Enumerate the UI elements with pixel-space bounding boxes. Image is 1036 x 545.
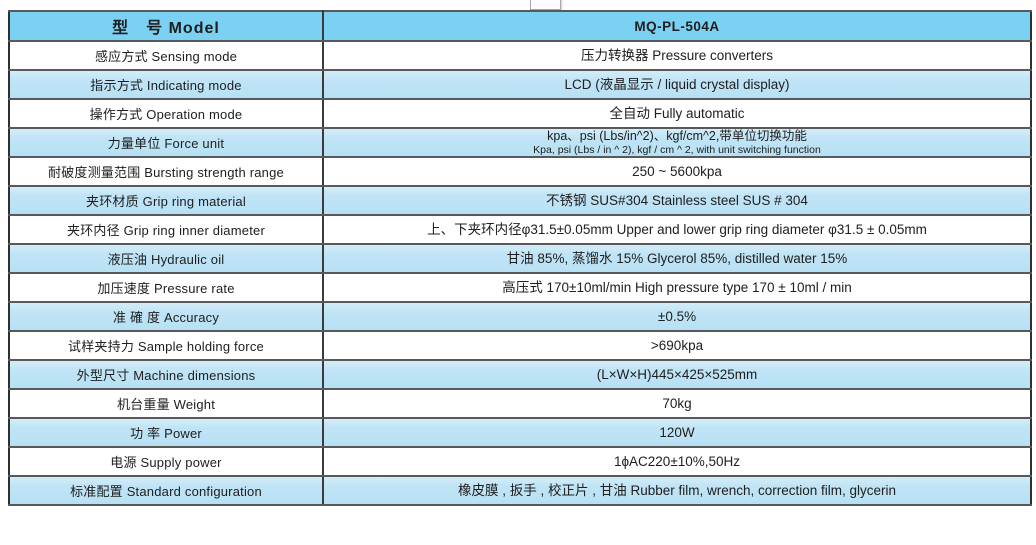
row-label: 感应方式 Sensing mode [9, 40, 324, 71]
row-value: >690kpa [323, 330, 1031, 362]
row-value-line1: kpa、psi (Lbs/in^2)、kgf/cm^2,带单位切换功能 [547, 129, 807, 143]
row-label: 机台重量 Weight [9, 388, 324, 420]
row-value-text: >690kpa [650, 337, 704, 353]
spec-row: 标准配置 Standard configuration 橡皮膜 , 扳手 , 校正… [9, 475, 1031, 507]
row-label: 液压油 Hydraulic oil [9, 243, 324, 275]
row-value-text: 不锈钢 SUS#304 Stainless steel SUS # 304 [546, 192, 808, 208]
spec-row: 机台重量 Weight 70kg [9, 388, 1031, 420]
row-value: 压力转换器 Pressure converters [323, 40, 1031, 71]
spec-row: 液压油 Hydraulic oil 甘油 85%, 蒸馏水 15% Glycero… [9, 243, 1031, 275]
spec-row: 加压速度 Pressure rate 高压式 170±10ml/min High … [9, 272, 1031, 304]
row-label: 电源 Supply power [9, 446, 324, 478]
row-value-text: LCD (液晶显示 / liquid crystal display) [564, 76, 790, 92]
row-value-text: ±0.5% [657, 308, 697, 324]
row-value: 上、下夹环内径φ31.5±0.05mm Upper and lower grip… [323, 214, 1031, 246]
row-label: 夹环材质 Grip ring material [9, 185, 324, 217]
model-number: MQ-PL-504A [323, 10, 1031, 42]
spec-row: 力量单位 Force unit kpa、psi (Lbs/in^2)、kgf/cm… [9, 126, 1031, 159]
row-label: 操作方式 Operation mode [9, 98, 324, 129]
model-header-label: 型 号 Model [9, 10, 324, 42]
spec-row: 操作方式 Operation mode 全自动 Fully automatic [9, 98, 1031, 129]
row-label: 标准配置 Standard configuration [9, 475, 324, 507]
row-value-text: 甘油 85%, 蒸馏水 15% Glycerol 85%, distilled … [506, 250, 848, 266]
row-label: 加压速度 Pressure rate [9, 272, 324, 304]
row-label: 夹环内径 Grip ring inner diameter [9, 214, 324, 246]
row-value: 1ϕAC220±10%,50Hz [323, 446, 1031, 478]
row-value: LCD (液晶显示 / liquid crystal display) [323, 69, 1031, 100]
row-value-text: 120W [659, 424, 695, 440]
row-value: 250 ~ 5600kpa [323, 156, 1031, 188]
spec-row: 耐破度测量范围 Bursting strength range 250 ~ 560… [9, 156, 1031, 188]
row-value-text: 压力转换器 Pressure converters [580, 47, 774, 63]
spec-row: 试样夹持力 Sample holding force >690kpa [9, 330, 1031, 362]
row-label: 功 率 Power [9, 417, 324, 449]
row-value: 甘油 85%, 蒸馏水 15% Glycerol 85%, distilled … [323, 243, 1031, 275]
row-value: 120W [323, 417, 1031, 449]
row-value: 不锈钢 SUS#304 Stainless steel SUS # 304 [323, 185, 1031, 217]
row-value: 全自动 Fully automatic [323, 98, 1031, 129]
spec-row: 电源 Supply power 1ϕAC220±10%,50Hz [9, 446, 1031, 478]
spec-row: 感应方式 Sensing mode 压力转换器 Pressure converte… [9, 40, 1031, 71]
row-value: 高压式 170±10ml/min High pressure type 170 … [323, 272, 1031, 304]
row-label: 外型尺寸 Machine dimensions [9, 359, 324, 391]
spec-header-row: 型 号 Model MQ-PL-504A [9, 10, 1031, 42]
row-value: 橡皮膜 , 扳手 , 校正片 , 甘油 Rubber film, wrench,… [323, 475, 1031, 507]
row-value: 70kg [323, 388, 1031, 420]
row-value: kpa、psi (Lbs/in^2)、kgf/cm^2,带单位切换功能 Kpa, … [323, 126, 1031, 159]
cropped-top-box [530, 0, 561, 10]
row-value-text: 250 ~ 5600kpa [632, 163, 722, 179]
row-value: (L×W×H)445×425×525mm [323, 359, 1031, 391]
row-label: 试样夹持力 Sample holding force [9, 330, 324, 362]
row-value-text: 橡皮膜 , 扳手 , 校正片 , 甘油 Rubber film, wrench,… [457, 482, 897, 498]
row-value-text: 高压式 170±10ml/min High pressure type 170 … [502, 279, 852, 295]
spec-row: 夹环内径 Grip ring inner diameter 上、下夹环内径φ31.… [9, 214, 1031, 246]
row-label: 准 確 度 Accuracy [9, 301, 324, 333]
row-value-text: 上、下夹环内径φ31.5±0.05mm Upper and lower grip… [427, 221, 927, 237]
spec-row: 准 確 度 Accuracy ±0.5% [9, 301, 1031, 333]
row-value-text: 70kg [662, 395, 692, 411]
row-label: 指示方式 Indicating mode [9, 69, 324, 100]
row-value-text: (L×W×H)445×425×525mm [596, 366, 758, 382]
spec-row: 外型尺寸 Machine dimensions (L×W×H)445×425×52… [9, 359, 1031, 391]
row-value: ±0.5% [323, 301, 1031, 333]
spec-row: 夹环材质 Grip ring material 不锈钢 SUS#304 Stain… [9, 185, 1031, 217]
spec-row: 功 率 Power 120W [9, 417, 1031, 449]
row-label: 力量单位 Force unit [9, 126, 324, 159]
row-value-text: 1ϕAC220±10%,50Hz [613, 453, 741, 469]
spec-row: 指示方式 Indicating mode LCD (液晶显示 / liquid c… [9, 69, 1031, 100]
spec-table: 型 号 Model MQ-PL-504A 感应方式 Sensing mode 压力… [8, 10, 1032, 507]
row-value-line2: Kpa, psi (Lbs / in ^ 2), kgf / cm ^ 2, w… [533, 144, 821, 156]
row-label: 耐破度测量范围 Bursting strength range [9, 156, 324, 188]
row-value-text: 全自动 Fully automatic [609, 105, 745, 121]
